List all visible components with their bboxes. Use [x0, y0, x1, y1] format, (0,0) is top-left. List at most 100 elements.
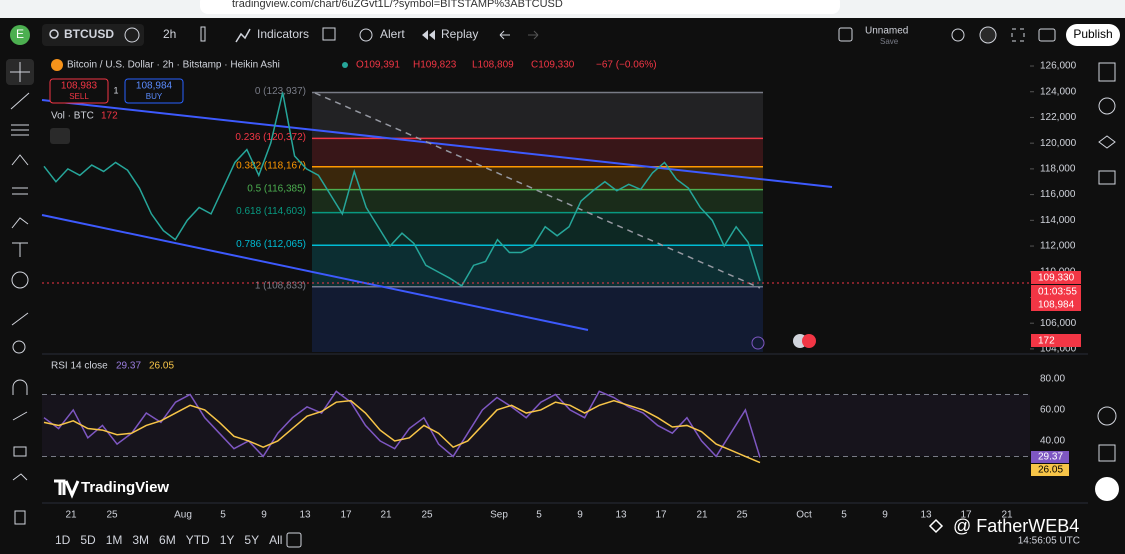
avatar-letter: E [16, 27, 24, 41]
range-button[interactable]: 3M [132, 533, 149, 547]
templates-icon[interactable] [322, 27, 336, 41]
fullscreen[interactable] [1011, 28, 1025, 42]
event-marker[interactable] [751, 336, 765, 350]
range-button[interactable]: 5Y [244, 533, 259, 547]
fib-zone [312, 92, 763, 139]
x-tick-label: 21 [696, 510, 708, 521]
legend-title: Bitcoin / U.S. Dollar · 2h · Bitstamp · … [67, 60, 280, 71]
range-button[interactable]: 5D [80, 533, 96, 547]
undo[interactable] [499, 30, 510, 40]
alert-button[interactable]: Alert [380, 27, 405, 41]
snapshot[interactable] [1038, 28, 1056, 42]
range-button[interactable]: 1M [106, 533, 123, 547]
x-tick-label: 9 [577, 510, 583, 521]
price-tag [1031, 271, 1081, 284]
x-tick-label: 13 [615, 510, 627, 521]
drawing-tools[interactable] [10, 92, 30, 525]
add-symbol[interactable] [124, 27, 140, 43]
volume-value: 172 [101, 111, 118, 122]
y-tick-label: 118,000 [1040, 164, 1076, 175]
y-tick-label: 114,000 [1040, 215, 1076, 226]
series-line [43, 399, 761, 464]
price-tag-label: 172 [1038, 336, 1055, 347]
credit-icon [928, 518, 944, 534]
y-tick-label: 106,000 [1040, 318, 1077, 329]
legend-high: H109,823 [413, 60, 457, 71]
address-bar[interactable] [200, 0, 840, 14]
goto-date[interactable] [286, 532, 302, 548]
y-tick-label: 124,000 [1040, 86, 1077, 97]
replay-button[interactable]: Replay [441, 27, 478, 41]
x-tick-label: 13 [920, 510, 932, 521]
collapse-legend[interactable] [50, 128, 70, 144]
fib-label: 0.786 (112,065) [236, 239, 306, 250]
price-tag-label: 108,984 [1038, 300, 1075, 311]
fib-label: 0.236 (120,372) [235, 132, 306, 143]
event-marker[interactable] [802, 334, 816, 348]
settings[interactable] [979, 26, 997, 44]
tv-logo-mark [54, 479, 80, 499]
rsi-pane: 80.00 60.00 40.00 29.37 26.05 [42, 374, 1069, 476]
symbol-search[interactable] [42, 24, 144, 46]
fib-zone [312, 245, 763, 287]
x-tick-label: 17 [960, 510, 972, 521]
rsi-value: 29.37 [116, 361, 141, 372]
quick-search[interactable] [951, 28, 965, 42]
layout-status: Save [880, 37, 899, 46]
projection-line [314, 92, 761, 289]
fib-zone [312, 189, 763, 213]
range-button[interactable]: 1D [55, 533, 71, 547]
tv-logo-text: TradingView [81, 479, 169, 496]
x-tick-label: 13 [299, 510, 311, 521]
rsi-tag [1031, 464, 1069, 476]
layout-icon[interactable] [838, 27, 853, 42]
x-tick-label: 17 [655, 510, 667, 521]
interval[interactable]: 2h [163, 27, 176, 41]
x-tick-label: 21 [1001, 510, 1013, 521]
chart-type-icon[interactable] [200, 26, 206, 42]
x-tick-label: 5 [220, 510, 226, 521]
x-tick-label: 5 [536, 510, 542, 521]
legend-close: C109,330 [531, 60, 575, 71]
rsi-tag [1031, 451, 1069, 463]
redo[interactable] [528, 30, 539, 40]
upper-trend-line [41, 99, 833, 188]
indicators-button[interactable]: Indicators [257, 27, 309, 41]
legend-open: O109,391 [356, 60, 400, 71]
price-series [43, 92, 761, 287]
range-button[interactable]: 1Y [220, 533, 235, 547]
credit: @ FatherWEB4 [953, 516, 1079, 536]
x-tick-label: Oct [796, 510, 812, 521]
indicators-icon [235, 28, 251, 43]
range-button[interactable]: 6M [159, 533, 176, 547]
sell-label: SELL [69, 92, 89, 101]
rsi-tick-label: 80.00 [1040, 374, 1065, 385]
spread: 1 [113, 85, 118, 95]
right-sidebar [1090, 52, 1125, 554]
fib-label: 0.618 (114,603) [236, 206, 306, 217]
range-button[interactable]: All [269, 533, 282, 547]
search-icon [49, 29, 59, 39]
range-button[interactable]: YTD [186, 533, 210, 547]
x-tick-label: 25 [736, 510, 748, 521]
buy-label: BUY [146, 92, 163, 101]
lower-trend-line [41, 214, 589, 331]
buy-price: 108,984 [136, 81, 173, 92]
publish-button-bg[interactable] [1066, 24, 1120, 46]
clock: 14:56:05 UTC [1018, 536, 1080, 547]
apps-button[interactable] [1095, 477, 1119, 501]
sell-button[interactable] [49, 78, 109, 104]
buy-button[interactable] [124, 78, 184, 104]
url: tradingview.com/chart/6uZGvt1L/?symbol=B… [232, 0, 563, 10]
fib-label: 1 (108,833) [255, 280, 306, 291]
avatar[interactable] [10, 25, 30, 45]
rsi-tick-label: 40.00 [1040, 436, 1065, 447]
price-tag-label: 01:03:55 [1038, 287, 1077, 298]
layout-name[interactable]: Unnamed [865, 26, 908, 37]
y-tick-label: 112,000 [1040, 241, 1076, 252]
fib-label: 0 (123,937) [255, 86, 306, 97]
sell-price: 108,983 [61, 81, 98, 92]
x-tick-label: 9 [882, 510, 888, 521]
sidebar-icons[interactable] [1097, 62, 1117, 462]
alert-icon [359, 28, 373, 42]
